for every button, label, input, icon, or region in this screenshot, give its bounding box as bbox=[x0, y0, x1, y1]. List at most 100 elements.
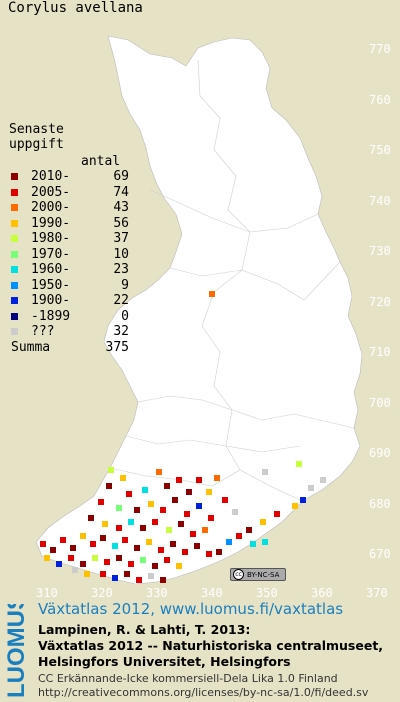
x-tick-label: 340 bbox=[201, 586, 223, 600]
legend-count: 37 bbox=[113, 231, 129, 246]
legend-row: 1900- 22 bbox=[9, 293, 139, 309]
record-square bbox=[56, 561, 62, 567]
x-tick-label: 360 bbox=[311, 586, 333, 600]
citation-line-3: Helsingfors Universitet, Helsingfors bbox=[38, 654, 291, 669]
legend-swatch bbox=[11, 281, 18, 289]
record-square bbox=[262, 469, 268, 475]
record-square bbox=[262, 539, 268, 545]
y-tick-label: 690 bbox=[369, 446, 391, 460]
record-square bbox=[102, 521, 108, 527]
record-square bbox=[50, 547, 56, 553]
record-square bbox=[194, 543, 200, 549]
record-square bbox=[292, 503, 298, 509]
legend-count: 74 bbox=[113, 184, 129, 200]
footer-title-link[interactable]: Växtatlas 2012, www.luomus.fi/vaxtatlas bbox=[38, 600, 344, 618]
record-square bbox=[206, 551, 212, 557]
legend-swatch bbox=[11, 219, 18, 227]
y-tick-label: 720 bbox=[369, 294, 391, 309]
record-square bbox=[116, 505, 122, 511]
record-square bbox=[124, 571, 130, 577]
record-square bbox=[44, 555, 50, 561]
record-square bbox=[68, 555, 74, 561]
x-tick-label: 320 bbox=[91, 586, 113, 600]
footer-license: CC Erkännande-Icke kommersiell-Dela Lika… bbox=[38, 672, 368, 700]
record-square bbox=[100, 535, 106, 541]
record-square bbox=[186, 489, 192, 495]
record-square bbox=[182, 549, 188, 555]
record-square bbox=[106, 483, 112, 489]
record-square bbox=[122, 537, 128, 543]
license-line-2[interactable]: http://creativecommons.org/licenses/by-n… bbox=[38, 686, 369, 699]
record-square bbox=[112, 575, 118, 581]
legend-swatch bbox=[11, 204, 18, 211]
record-square bbox=[70, 545, 76, 551]
record-square bbox=[146, 539, 152, 545]
x-tick-label: 310 bbox=[36, 586, 58, 600]
legend-period: 1960- bbox=[31, 262, 71, 277]
legend-sum-label: Summa bbox=[11, 339, 51, 355]
record-square bbox=[148, 501, 154, 507]
record-square bbox=[104, 559, 110, 565]
record-square bbox=[136, 577, 142, 583]
legend-swatch bbox=[11, 173, 18, 180]
record-square bbox=[148, 573, 154, 579]
legend-period: 2010- bbox=[31, 169, 71, 184]
legend-swatch bbox=[11, 297, 18, 304]
record-square bbox=[222, 497, 228, 503]
legend-swatch bbox=[11, 266, 18, 273]
legend-row: -1899 0 bbox=[9, 309, 139, 325]
legend-row: 1950- 9 bbox=[9, 278, 139, 294]
legend-row: 2005- 74 bbox=[9, 185, 139, 201]
record-square bbox=[274, 511, 280, 517]
record-square bbox=[140, 525, 146, 531]
record-square bbox=[92, 555, 98, 561]
legend-period: 1950- bbox=[31, 277, 71, 293]
y-tick-label: 700 bbox=[369, 395, 391, 410]
record-square bbox=[176, 563, 182, 569]
record-square bbox=[206, 489, 212, 495]
record-square bbox=[170, 541, 176, 547]
legend-count: 69 bbox=[113, 169, 129, 184]
luomus-logo-text: LUOMUS bbox=[3, 604, 30, 698]
record-square bbox=[80, 561, 86, 567]
record-square bbox=[134, 507, 140, 513]
record-square bbox=[184, 511, 190, 517]
record-square bbox=[209, 291, 215, 297]
record-square bbox=[88, 515, 94, 521]
legend-count: 56 bbox=[113, 215, 129, 231]
cc-license-badge[interactable]: cc BY-NC-SA bbox=[230, 568, 286, 581]
legend-rows: 2010- 69 2005- 74 2000- 43 1990- 56 1980- 37 1970-… bbox=[9, 169, 139, 340]
record-square bbox=[116, 555, 122, 561]
record-square bbox=[246, 527, 252, 533]
legend-period: 1980- bbox=[31, 231, 71, 246]
record-square bbox=[164, 557, 170, 563]
legend-row: 1980- 37 bbox=[9, 231, 139, 247]
record-square bbox=[120, 475, 126, 481]
record-square bbox=[160, 507, 166, 513]
legend-swatch bbox=[11, 188, 18, 196]
record-square bbox=[190, 531, 196, 537]
record-square bbox=[232, 509, 238, 515]
record-square bbox=[320, 477, 326, 483]
record-square bbox=[308, 485, 314, 491]
record-square bbox=[100, 571, 106, 577]
record-square bbox=[142, 487, 148, 493]
legend-period: 2000- bbox=[31, 200, 71, 215]
footer-citation: Lampinen, R. & Lahti, T. 2013: Växtatlas… bbox=[38, 622, 383, 670]
legend-sum-row: Summa 375 bbox=[9, 340, 139, 356]
record-square bbox=[166, 527, 172, 533]
record-square bbox=[128, 519, 134, 525]
record-square bbox=[80, 533, 86, 539]
record-square bbox=[260, 519, 266, 525]
finland-map bbox=[35, 35, 363, 585]
y-tick-label: 760 bbox=[369, 92, 391, 107]
legend: Senaste uppgift antal 2010- 69 2005- 74 2000… bbox=[9, 122, 139, 356]
record-square bbox=[98, 499, 104, 505]
record-square bbox=[126, 491, 132, 497]
legend-period: -1899 bbox=[31, 308, 71, 324]
legend-row: ??? 32 bbox=[9, 324, 139, 340]
legend-swatch bbox=[11, 328, 18, 335]
legend-swatch bbox=[11, 235, 18, 242]
x-tick-label: 330 bbox=[146, 586, 168, 600]
record-square bbox=[72, 567, 78, 573]
